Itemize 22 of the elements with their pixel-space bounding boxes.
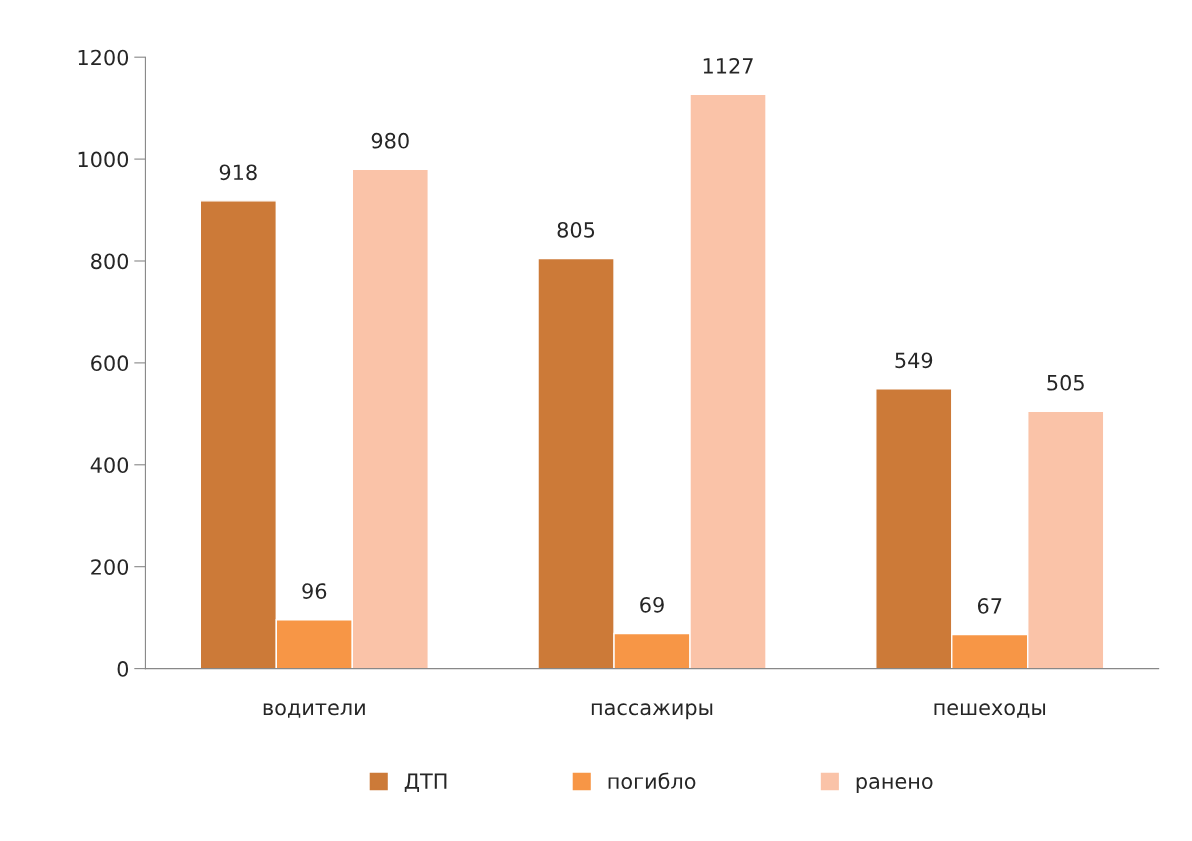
legend-label: ранено: [856, 777, 933, 794]
data-label: 1127: [703, 57, 753, 74]
data-label: 96: [302, 583, 327, 599]
data-label: 918: [219, 164, 257, 181]
y-tick-label: 200: [91, 559, 129, 575]
y-tick-label: 600: [91, 355, 129, 372]
data-label: 549: [895, 352, 933, 369]
data-label: 505: [1047, 374, 1084, 391]
x-tick-label: пассажиры: [591, 703, 713, 720]
legend-label: погибло: [608, 772, 696, 790]
y-tick-label: 0: [117, 661, 129, 677]
y-tick-label: 400: [90, 457, 129, 473]
data-label: 67: [977, 598, 1002, 614]
y-tick-label: 1000: [78, 151, 129, 168]
data-label: 980: [371, 132, 409, 149]
data-label: 805: [557, 221, 595, 238]
x-tick-label: пешеходы: [934, 703, 1046, 718]
y-tick-label: 1200: [78, 49, 129, 66]
data-label: 69: [640, 596, 664, 613]
legend-label: ДТП: [404, 773, 447, 793]
x-tick-label: водители: [263, 703, 365, 718]
y-tick-label: 800: [91, 253, 129, 270]
